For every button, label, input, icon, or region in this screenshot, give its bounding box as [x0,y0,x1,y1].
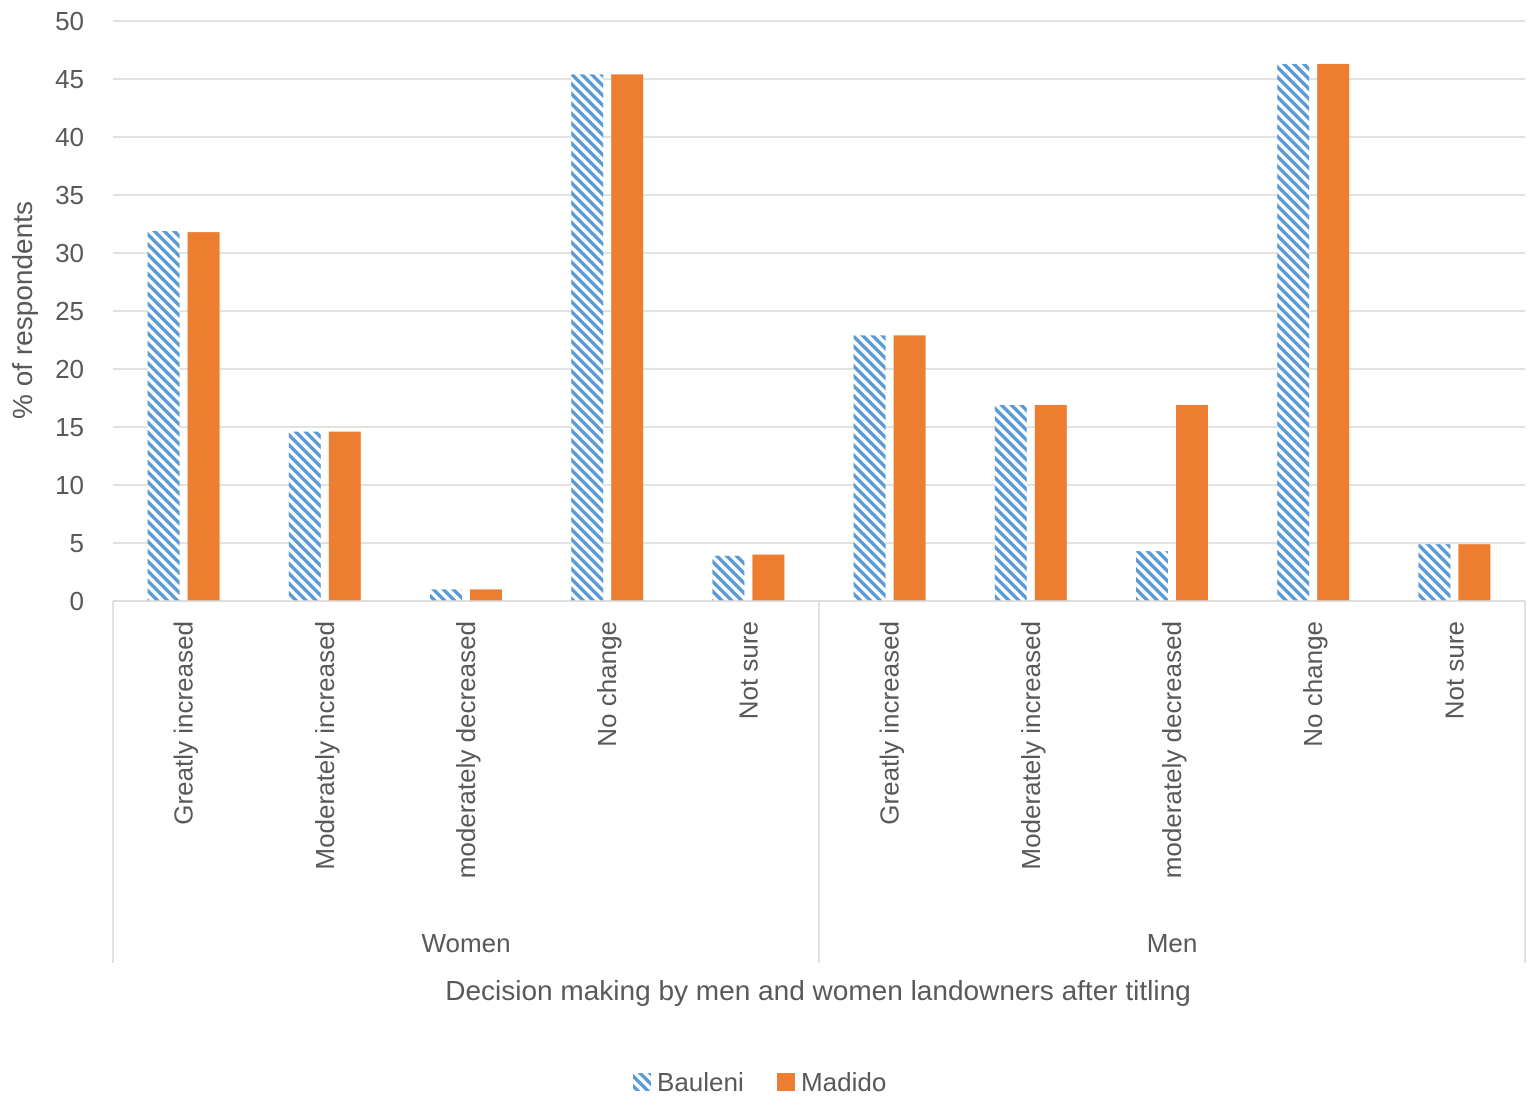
x-tick-label: Moderately increased [1016,621,1046,870]
y-tick-label: 25 [55,296,84,326]
bar-madido [470,589,502,601]
y-tick-label: 35 [55,180,84,210]
y-tick-label: 0 [70,586,84,616]
y-tick-label: 20 [55,354,84,384]
x-tick-label: Greatly increased [875,621,905,825]
x-axis [112,600,1526,963]
legend-label-bauleni: Bauleni [657,1067,744,1097]
bar-bauleni [712,555,745,601]
legend-label-madido: Madido [801,1067,886,1097]
bar-bauleni [430,589,462,601]
bar-bauleni [288,431,321,601]
x-tick-label: Moderately increased [310,621,340,870]
legend-swatch-madido [777,1073,795,1091]
bar-bauleni [571,74,604,602]
y-axis-ticks: 0 5 10 15 20 25 30 35 40 45 50 [55,6,84,616]
bar-bauleni [147,230,180,601]
bar-madido [187,232,220,601]
bar-madido [893,335,926,601]
bar-madido [1317,63,1350,602]
group-label: Men [1147,928,1198,958]
x-tick-label: No change [1298,621,1328,747]
bar-bauleni [1277,63,1310,602]
bar-madido [1034,404,1067,601]
bar-madido [611,74,644,602]
legend: Bauleni Madido [633,1067,886,1097]
y-tick-label: 15 [55,412,84,442]
x-tick-label: Not sure [1439,621,1469,719]
y-tick-label: 30 [55,238,84,268]
bar-bauleni [1136,551,1168,601]
bar-madido [328,431,361,601]
category-labels: Greatly increased Moderately increased mod… [169,621,1470,958]
y-tick-label: 5 [70,528,84,558]
bar-bauleni [994,404,1027,601]
bar-madido [752,554,785,601]
x-tick-label: moderately decreased [451,621,481,878]
x-axis-title: Decision making by men and women landown… [445,975,1191,1006]
group-label: Women [421,928,510,958]
x-tick-label: moderately decreased [1157,621,1187,878]
y-tick-label: 10 [55,470,84,500]
y-tick-label: 50 [55,6,84,36]
gridlines [113,20,1525,602]
legend-swatch-bauleni [633,1073,651,1091]
bar-bauleni [853,335,886,601]
bar-bauleni [1418,544,1451,601]
y-axis-title: % of respondents [7,201,38,419]
bar-madido [1176,404,1208,601]
y-tick-label: 45 [55,64,84,94]
bars [147,63,1491,602]
x-tick-label: Not sure [733,621,763,719]
x-tick-label: No change [592,621,622,747]
bar-madido [1458,544,1491,601]
y-tick-label: 40 [55,122,84,152]
x-tick-label: Greatly increased [169,621,199,825]
